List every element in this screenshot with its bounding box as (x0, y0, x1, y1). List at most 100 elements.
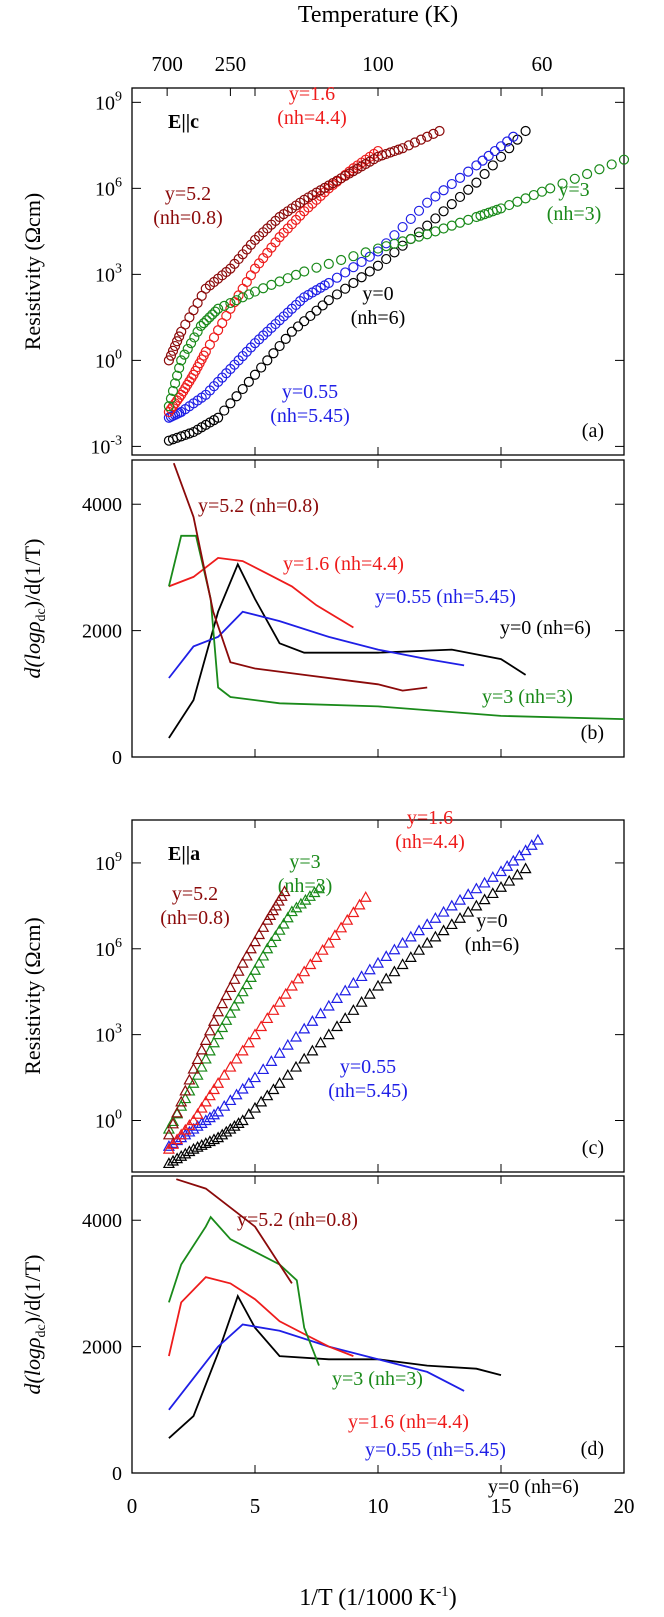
data-point (397, 143, 408, 154)
data-point (245, 270, 256, 281)
data-point (479, 168, 490, 180)
data-point (412, 924, 426, 936)
data-point (261, 1012, 274, 1024)
data-point (495, 151, 507, 162)
data-point (212, 1131, 225, 1143)
data-point (240, 949, 253, 961)
data-point (228, 973, 241, 984)
data-point (191, 1140, 204, 1152)
data-point (316, 943, 329, 955)
data-point (179, 1084, 192, 1096)
data-point (203, 1024, 216, 1036)
data-point (165, 393, 177, 404)
series-sublabel-y52: (nh=0.8) (153, 207, 223, 229)
series-y0: y=0(nh=6) (163, 125, 531, 446)
data-point (242, 1077, 255, 1088)
data-point (363, 963, 376, 975)
data-point (520, 125, 531, 137)
series-label-y3: y=3 (nh=3) (482, 686, 573, 708)
data-point (268, 348, 279, 359)
data-point (380, 972, 393, 984)
data-point (236, 1044, 249, 1056)
data-point (396, 936, 409, 948)
data-point (220, 1014, 233, 1025)
data-point (163, 355, 174, 366)
data-point (303, 890, 316, 901)
data-point (228, 1119, 241, 1131)
series-line (168, 610, 465, 679)
data-point (257, 1063, 270, 1075)
top-axis-title: Temperature (K) (298, 2, 458, 28)
data-point (453, 912, 467, 923)
data-point (491, 204, 502, 215)
data-point (471, 177, 482, 188)
data-point (183, 1145, 196, 1157)
data-point (237, 292, 248, 303)
data-point (228, 999, 241, 1011)
y-tick-label: 4000 (82, 1210, 122, 1232)
data-point (248, 935, 262, 947)
data-point (438, 206, 449, 217)
y-tick-label: 4000 (82, 494, 122, 516)
data-point (412, 943, 426, 955)
data-point (220, 989, 233, 1001)
data-point (179, 349, 190, 360)
panel-label: (c) (582, 1137, 604, 1159)
data-point (199, 1034, 212, 1045)
data-point (242, 1036, 255, 1048)
data-point (341, 913, 354, 925)
data-point (281, 911, 294, 923)
data-point (207, 1015, 221, 1026)
data-point (281, 1038, 294, 1050)
data-point (299, 893, 312, 905)
data-point (236, 956, 249, 968)
data-point (422, 220, 433, 231)
data-point (396, 958, 409, 970)
series-sublabel-y16: (nh=4.4) (277, 107, 347, 129)
data-point (413, 205, 425, 216)
data-point (212, 1028, 225, 1040)
data-point (454, 191, 466, 203)
data-point (389, 230, 400, 241)
data-point (169, 378, 181, 389)
data-point (187, 1077, 200, 1088)
data-point (308, 886, 321, 898)
data-point (486, 871, 499, 882)
data-point (381, 238, 392, 249)
data-point (331, 272, 343, 283)
data-point (322, 999, 335, 1011)
series-y3: y=3 (nh=3) (168, 534, 625, 720)
data-point (483, 150, 494, 161)
data-point (429, 930, 442, 942)
data-point (434, 125, 445, 137)
data-point (278, 885, 291, 897)
data-point (353, 898, 366, 910)
series-label-y055: y=0.55 (nh=5.45) (375, 586, 516, 608)
data-point (339, 1012, 352, 1024)
data-point (248, 1101, 262, 1113)
data-point (195, 320, 206, 332)
data-point (255, 1095, 268, 1107)
data-point (237, 383, 248, 395)
data-point (328, 929, 341, 941)
data-point (261, 1089, 274, 1101)
data-point (507, 854, 520, 866)
data-point (281, 1068, 294, 1080)
data-point (340, 283, 351, 294)
series-label-y055: y=0.55 (nh=5.45) (365, 1439, 506, 1461)
data-point (380, 950, 393, 962)
data-point (165, 350, 177, 361)
data-point (241, 276, 252, 288)
data-point (265, 936, 278, 948)
data-point (421, 936, 434, 948)
data-point (213, 303, 224, 314)
data-point (183, 1073, 196, 1085)
data-point (363, 987, 376, 999)
data-point (174, 362, 185, 374)
series-y16: y=1.6 (nh=4.4) (168, 553, 404, 629)
data-point (422, 131, 433, 142)
data-point (495, 141, 507, 152)
panel-a: 10-3 100 103 106 109 Resistivity (Ωcm) (a) E||c… (20, 83, 630, 458)
